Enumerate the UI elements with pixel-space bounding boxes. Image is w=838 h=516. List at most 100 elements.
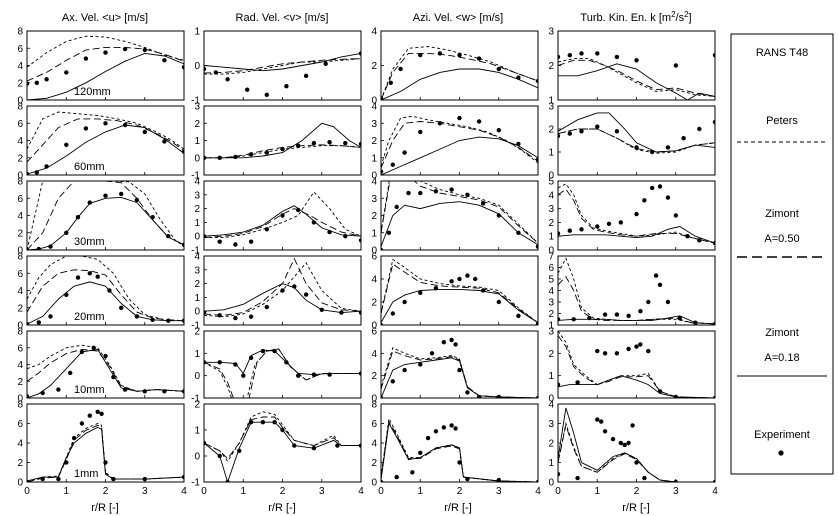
y-tick-label: 8 bbox=[17, 27, 23, 38]
experiment-point bbox=[571, 317, 576, 322]
panel-plot-area bbox=[27, 256, 184, 325]
series-line-z050 bbox=[381, 350, 538, 398]
series-line-z050 bbox=[558, 275, 715, 325]
experiment-point bbox=[642, 475, 647, 481]
experiment-point bbox=[657, 282, 663, 287]
experiment-point bbox=[181, 242, 184, 247]
y-tick-label: 0 bbox=[548, 246, 554, 257]
panel-plot-area bbox=[381, 258, 538, 325]
experiment-point bbox=[402, 150, 407, 155]
x-tick-label: 4 bbox=[358, 486, 364, 497]
y-tick-label: 2 bbox=[194, 119, 200, 130]
row-label: 20mm bbox=[74, 311, 105, 323]
experiment-point bbox=[217, 360, 222, 365]
panel-plot-area bbox=[204, 348, 361, 398]
experiment-point bbox=[264, 304, 269, 310]
experiment-point bbox=[657, 389, 663, 394]
experiment-point bbox=[473, 276, 478, 282]
panel-frame bbox=[557, 403, 716, 483]
panel-frame bbox=[380, 180, 539, 251]
experiment-point bbox=[107, 288, 112, 293]
experiment-point bbox=[630, 423, 635, 428]
experiment-point bbox=[142, 389, 147, 394]
series-line-z018 bbox=[27, 52, 184, 100]
y-tick-label: 8 bbox=[17, 400, 23, 411]
experiment-point bbox=[284, 84, 289, 89]
experiment-point bbox=[567, 53, 572, 58]
y-tick-label: 0 bbox=[194, 232, 200, 243]
panel-r5-c2: -1 0 1 2 bbox=[191, 327, 362, 405]
experiment-point bbox=[103, 193, 108, 198]
y-tick-label: 3 bbox=[548, 27, 554, 38]
experiment-point bbox=[449, 279, 454, 284]
experiment-point bbox=[311, 140, 317, 146]
y-tick-label: 6 bbox=[17, 194, 23, 205]
experiment-point bbox=[634, 58, 639, 63]
experiment-point bbox=[358, 310, 361, 315]
experiment-point bbox=[181, 149, 184, 154]
experiment-point bbox=[402, 299, 407, 305]
series-line-z050 bbox=[381, 52, 538, 100]
experiment-point bbox=[56, 387, 61, 392]
experiment-point bbox=[162, 389, 167, 394]
y-tick-label: 1 bbox=[548, 458, 554, 469]
tke-title-sup1: 2 bbox=[671, 10, 676, 19]
panel-r6-c1: 0 2 4 6 8 0 1 2 3 4 1mm bbox=[17, 400, 187, 498]
experiment-point bbox=[418, 190, 423, 196]
y-tick-label: 0 bbox=[17, 478, 23, 489]
experiment-point bbox=[558, 231, 561, 236]
experiment-point bbox=[162, 139, 167, 144]
experiment-point bbox=[358, 51, 361, 56]
x-tick-label: 3 bbox=[673, 486, 679, 497]
experiment-point bbox=[142, 47, 147, 53]
legend-title: RANS T48 bbox=[756, 47, 808, 59]
experiment-point bbox=[343, 234, 348, 239]
experiment-point bbox=[237, 448, 242, 453]
experiment-point bbox=[575, 475, 580, 481]
y-tick-label: 3 bbox=[371, 119, 377, 130]
experiment-point bbox=[697, 238, 702, 243]
experiment-point bbox=[381, 322, 384, 325]
experiment-point bbox=[75, 215, 81, 220]
experiment-point bbox=[327, 229, 332, 235]
experiment-point bbox=[535, 479, 538, 482]
experiment-point bbox=[622, 442, 627, 448]
panel-r4-c1: 0 2 4 6 8 20mm bbox=[17, 252, 185, 332]
experiment-point bbox=[311, 372, 317, 377]
panel-plot-area bbox=[381, 181, 538, 250]
y-tick-label: 4 bbox=[17, 360, 23, 371]
experiment-point bbox=[44, 77, 49, 82]
experiment-point bbox=[685, 234, 690, 239]
y-tick-label: 4 bbox=[371, 177, 377, 188]
y-tick-label: 1 bbox=[194, 218, 200, 229]
series-line-z018 bbox=[558, 407, 715, 482]
experiment-point bbox=[225, 479, 230, 482]
experiment-point bbox=[248, 239, 254, 244]
experiment-point bbox=[40, 390, 45, 396]
series-line-z018 bbox=[204, 122, 361, 159]
y-tick-label: 4 bbox=[17, 61, 23, 72]
series-line-z018 bbox=[381, 136, 538, 175]
experiment-point bbox=[575, 380, 580, 385]
experiment-point bbox=[27, 171, 30, 175]
series-line-peters bbox=[204, 262, 361, 318]
y-tick-label: 1 bbox=[548, 371, 554, 382]
y-tick-label: 6 bbox=[17, 419, 23, 430]
y-tick-label: 5 bbox=[548, 177, 554, 188]
experiment-point bbox=[516, 230, 521, 235]
experiment-point bbox=[476, 119, 482, 124]
experiment-point bbox=[260, 348, 266, 354]
y-tick-label: 2 bbox=[371, 136, 377, 147]
experiment-point bbox=[83, 56, 89, 61]
experiment-point bbox=[480, 288, 486, 293]
x-tick-label: 4 bbox=[712, 486, 718, 497]
experiment-point bbox=[646, 348, 651, 354]
experiment-point bbox=[233, 315, 238, 321]
legend-label-zimont-050-l2: A=0.50 bbox=[764, 233, 799, 245]
series-line-peters bbox=[381, 258, 538, 324]
panel-plot-area bbox=[27, 35, 184, 100]
experiment-point bbox=[27, 321, 30, 325]
experiment-point bbox=[217, 239, 222, 244]
experiment-point bbox=[697, 126, 702, 132]
y-tick-label: 2 bbox=[194, 279, 200, 290]
